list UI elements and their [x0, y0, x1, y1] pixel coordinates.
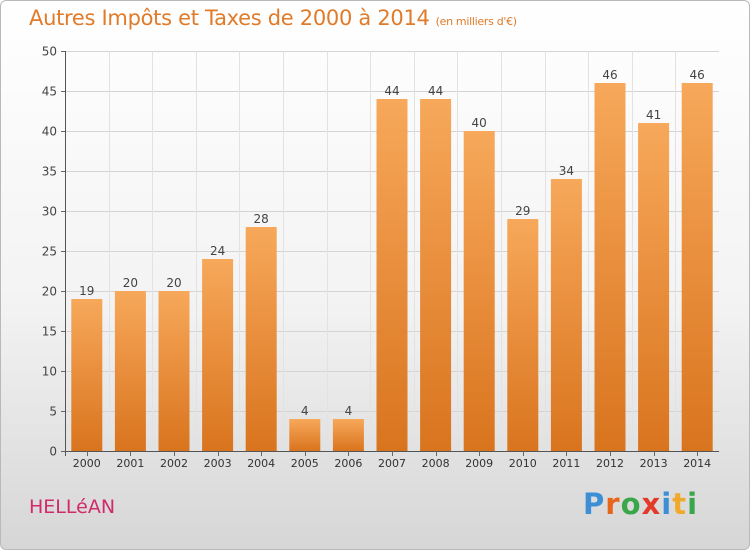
x-tick-label-2001: 2001 [116, 457, 144, 470]
y-tick-label-35: 35 [42, 165, 57, 179]
bar-2010 [507, 219, 539, 451]
data-label-2004: 28 [254, 212, 269, 226]
data-label-2006: 4 [345, 404, 353, 418]
bar-2006 [332, 419, 364, 451]
bar-2012 [594, 83, 626, 451]
y-tick-label-20: 20 [42, 285, 57, 299]
data-label-2014: 46 [690, 68, 705, 82]
axes: 0 5 10 15 20 25 30 35 40 45 50 [42, 45, 719, 459]
bar-2001 [114, 291, 146, 451]
data-label-2008: 44 [428, 84, 443, 98]
y-tick-label-45: 45 [42, 85, 57, 99]
chart-title: Autres Impôts et Taxes de 2000 à 2014 (en… [29, 6, 517, 30]
data-label-2007: 44 [384, 84, 399, 98]
logo-letter-1: r [605, 487, 621, 521]
y-tick-label-25: 25 [42, 245, 57, 259]
y-tick-label-5: 5 [49, 405, 57, 419]
x-tick-label-2008: 2008 [422, 457, 450, 470]
x-tick-label-2002: 2002 [160, 457, 188, 470]
bar-2007 [376, 99, 408, 451]
bar-2008 [420, 99, 452, 451]
proxiti-logo: Proxiti [583, 487, 698, 521]
x-tick-label-2014: 2014 [683, 457, 711, 470]
data-label-2011: 34 [559, 164, 574, 178]
y-tick-label-15: 15 [42, 325, 57, 339]
bars [71, 83, 713, 451]
bar-2003 [202, 259, 234, 451]
logo-letter-0: P [583, 487, 606, 521]
bar-2013 [638, 123, 670, 451]
data-label-2009: 40 [472, 116, 487, 130]
x-tick-label-2006: 2006 [334, 457, 362, 470]
data-label-2002: 20 [166, 276, 181, 290]
bar-2009 [463, 131, 495, 451]
data-label-2000: 19 [79, 284, 94, 298]
x-tick-label-2004: 2004 [247, 457, 275, 470]
x-tick-label-2011: 2011 [552, 457, 580, 470]
bar-2000 [71, 299, 103, 451]
y-tick-label-0: 0 [49, 445, 57, 459]
data-label-2010: 29 [515, 204, 530, 218]
bar-2005 [289, 419, 321, 451]
chart-title-unit: (en milliers d'€) [435, 15, 517, 28]
data-label-2001: 20 [123, 276, 138, 290]
data-label-2012: 46 [602, 68, 617, 82]
bar-2004 [245, 227, 277, 451]
x-tick-label-2009: 2009 [465, 457, 493, 470]
logo-letter-6: i [687, 487, 699, 521]
x-tick-label-2010: 2010 [509, 457, 537, 470]
labels: 19 2000 20 2001 20 2002 24 2003 28 2004 4 2005 4 2006… [73, 68, 711, 470]
x-tick-label-2005: 2005 [291, 457, 319, 470]
x-tick-label-2013: 2013 [640, 457, 668, 470]
x-tick-label-2003: 2003 [204, 457, 232, 470]
logo-letter-5: t [672, 487, 688, 521]
logo-letter-3: x [641, 487, 662, 521]
y-tick-label-40: 40 [42, 125, 57, 139]
bar-2002 [158, 291, 190, 451]
bar-2011 [550, 179, 582, 451]
bar-2014 [681, 83, 713, 451]
x-tick-label-2000: 2000 [73, 457, 101, 470]
y-tick-label-10: 10 [42, 365, 57, 379]
y-tick-label-30: 30 [42, 205, 57, 219]
chart-title-main: Autres Impôts et Taxes de 2000 à 2014 [29, 6, 430, 30]
logo-letter-2: o [620, 487, 642, 521]
logo-letter-4: i [661, 487, 673, 521]
x-tick-label-2007: 2007 [378, 457, 406, 470]
x-tick-label-2012: 2012 [596, 457, 624, 470]
data-label-2013: 41 [646, 108, 661, 122]
data-label-2005: 4 [301, 404, 309, 418]
y-tick-label-50: 50 [42, 45, 57, 59]
data-label-2003: 24 [210, 244, 225, 258]
commune-name: HELLéAN [29, 496, 116, 518]
